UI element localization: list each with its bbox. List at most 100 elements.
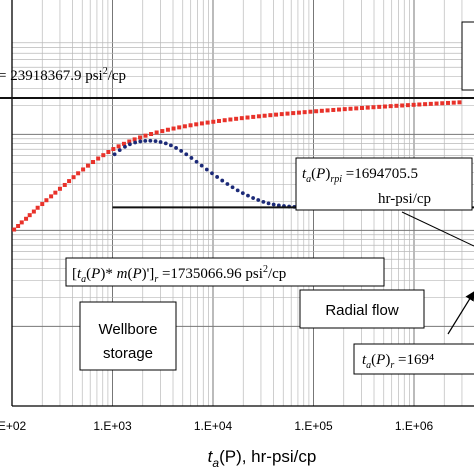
x-tick-label: 1.E+06 (395, 419, 434, 433)
data-point-pressure (35, 205, 40, 210)
wellbore-storage-box (79, 301, 177, 371)
data-point-pressure (177, 125, 182, 130)
data-point-pressure (296, 110, 301, 115)
data-point-derivative (204, 167, 209, 172)
data-point-pressure (121, 141, 126, 146)
data-point-pressure (27, 213, 32, 218)
data-point-derivative (174, 146, 178, 150)
data-point-pressure (16, 224, 21, 229)
data-point-derivative (199, 163, 204, 168)
data-point-pressure (388, 104, 393, 109)
data-point-derivative (225, 182, 230, 186)
data-point-pressure (138, 135, 143, 140)
data-point-derivative (251, 196, 256, 200)
data-point-pressure (325, 108, 330, 113)
wellbore-label-line1: Wellbore (99, 321, 158, 338)
data-point-pressure (342, 107, 347, 112)
data-point-derivative (133, 140, 138, 145)
ann-mr-box (65, 257, 385, 287)
data-point-derivative (230, 185, 235, 190)
data-point-pressure (132, 137, 137, 142)
x-tick-label: 1.E+04 (194, 419, 233, 433)
grid-lines (11, 0, 474, 406)
data-point-pressure (91, 160, 96, 165)
data-point-derivative (266, 201, 271, 206)
data-point-pressure (337, 107, 342, 112)
ann-m-value: = 23918367.9 psi2/cp (0, 66, 126, 84)
data-point-derivative (112, 152, 117, 157)
data-point-derivative (143, 138, 148, 143)
data-point-derivative (240, 191, 245, 196)
ann-mr-label: [ta(P)* m(P)']r =1735066.96 psi2/cp (72, 264, 286, 285)
data-point-derivative (189, 156, 194, 160)
ann-trpi-leader (401, 211, 474, 247)
radial-flow-box (299, 289, 425, 329)
data-point-derivative (117, 148, 122, 153)
data-point-pressure (111, 147, 116, 152)
data-point-pressure (354, 106, 359, 111)
data-point-pressure (348, 106, 353, 111)
data-point-pressure (188, 123, 193, 128)
data-point-pressure (262, 113, 267, 118)
data-point-derivative (184, 152, 189, 157)
data-point-derivative (158, 140, 163, 144)
ann-tr-value: 169⁴ (406, 352, 434, 368)
data-point-pressure (149, 132, 154, 137)
data-point-pressure (331, 107, 336, 112)
data-point-pressure (24, 216, 29, 221)
wellbore-label-line2: storage (103, 345, 153, 362)
top-right-box (461, 21, 474, 91)
data-point-pressure (400, 103, 405, 108)
data-point-pressure (194, 122, 199, 127)
data-point-pressure (216, 118, 221, 123)
ann-trpi-label: ta(P)rpi =1694705.5 (302, 166, 418, 185)
data-point-pressure (71, 175, 76, 180)
data-point-pressure (274, 112, 279, 117)
data-point-derivative (220, 178, 225, 183)
data-point-pressure (62, 182, 67, 187)
data-point-pressure (451, 100, 456, 105)
data-point-pressure (143, 133, 148, 138)
data-point-pressure (44, 198, 49, 203)
data-point-pressure (291, 111, 296, 116)
data-point-pressure (53, 190, 58, 195)
data-point-pressure (251, 114, 256, 119)
data-point-pressure (31, 209, 36, 214)
data-point-pressure (211, 119, 216, 124)
ann-trpi-box (295, 157, 473, 211)
data-point-pressure (428, 101, 433, 106)
data-point-derivative (153, 139, 158, 144)
data-point-pressure (101, 153, 106, 158)
data-point-pressure (171, 126, 176, 131)
data-point-derivative (271, 202, 276, 207)
data-point-derivative (163, 141, 168, 146)
data-point-pressure (446, 100, 451, 105)
data-point-pressure (314, 109, 319, 114)
data-point-derivative (123, 144, 127, 149)
data-point-pressure (49, 194, 54, 199)
ann-trpi-unit: hr-psi/cp (378, 191, 431, 207)
data-point-derivative (194, 159, 199, 164)
data-point-pressure (371, 105, 376, 110)
data-point-pressure (434, 101, 439, 106)
data-point-pressure (279, 112, 284, 117)
data-point-pressure (85, 163, 90, 168)
data-point-pressure (234, 116, 239, 121)
data-point-derivative (235, 188, 240, 193)
data-point-derivative (276, 203, 281, 208)
data-point-pressure (19, 220, 24, 225)
data-point-derivative (148, 138, 153, 143)
data-point-derivative (215, 175, 220, 179)
ann-tr-label: ta(P)r =169⁴ (362, 352, 434, 371)
data-point-pressure (302, 110, 307, 115)
data-point-pressure (222, 118, 227, 123)
data-point-pressure (359, 105, 364, 110)
data-point-pressure (285, 111, 290, 116)
data-point-pressure (12, 227, 17, 232)
data-point-pressure (81, 167, 86, 172)
data-point-pressure (423, 102, 428, 107)
x-tick-label: 1.E+05 (294, 419, 333, 433)
x-axis-label: ta(P), hr-psi/cp (208, 447, 317, 470)
data-point-derivative (261, 199, 266, 204)
